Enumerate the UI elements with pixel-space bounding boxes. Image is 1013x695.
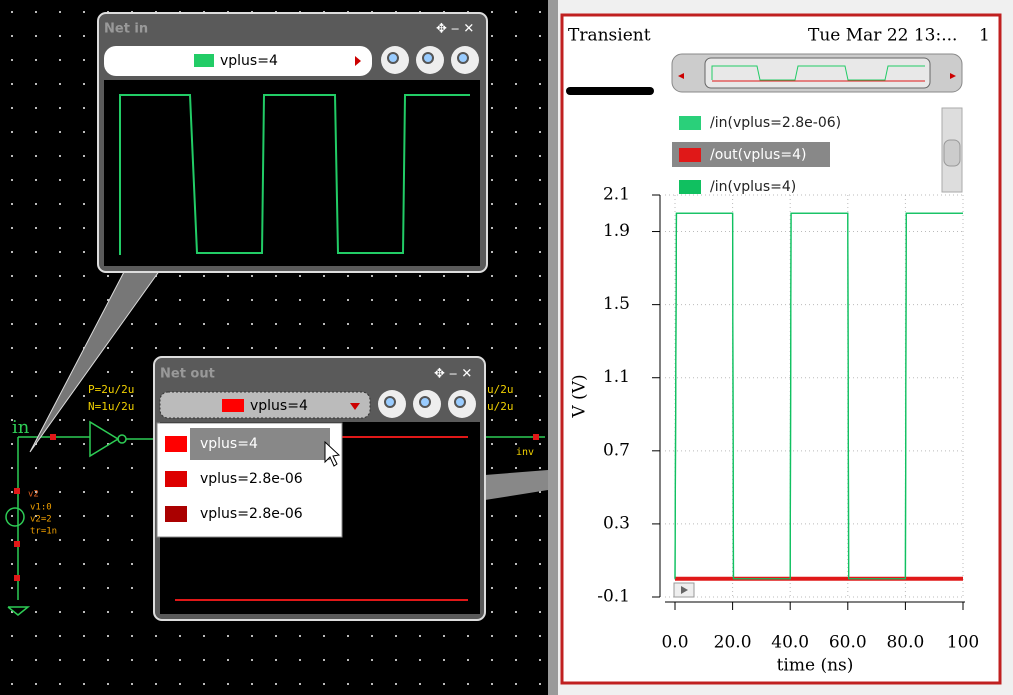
y-tick-label: 2.1 [603,185,630,205]
menu-swatch [165,471,187,487]
wires [5,420,545,616]
menu-item[interactable]: vplus=2.8e-06 [200,506,303,522]
source-param: v2=2 [30,515,52,525]
mini-plot [104,80,480,266]
arrow [355,56,361,66]
play-icon [681,586,688,594]
menu-swatch [165,436,187,452]
menu-item[interactable]: vplus=2.8e-06 [200,471,303,487]
waveform-frame [560,13,1002,685]
popup-title: Net out [160,367,215,382]
legend-scrollbar[interactable] [941,107,963,193]
y-tick-label: -0.1 [597,587,630,607]
progress-bar [566,87,654,95]
mini-wave [119,94,470,255]
source-param: v1:0 [30,503,52,513]
menu-highlight [190,428,330,460]
legend-swatch [679,116,701,130]
arrow [350,403,360,410]
legend-entry[interactable]: /in(vplus=2.8e-06) [710,115,841,131]
popup-controls[interactable]: ✥ ‒ ✕ [434,367,472,382]
y-axis-label: V (V) [570,374,590,418]
menu-item[interactable]: vplus=4 [200,436,258,452]
menu-swatch [165,506,187,522]
menu-items: vplus=4 vplus=2.8e-06 vplus=2.8e-06 [165,436,303,522]
swatch [194,54,214,67]
legend: /in(vplus=2.8e-06) /out(vplus=4) /in(vplus… [679,115,841,195]
x-tick-label: 20.0 [714,633,752,653]
output-label: inv [516,447,534,458]
splitter[interactable] [548,0,558,695]
x-tick-label: 40.0 [771,633,809,653]
legend-swatch [679,180,701,194]
source-param: tr=1n [30,527,57,537]
pins [14,434,539,581]
overview-slider[interactable] [671,53,963,93]
cursor [324,440,341,467]
legend-entry[interactable]: /out(vplus=4) [710,147,806,163]
dropdown-text: vplus=4 [250,398,308,414]
x-tick-label: 60.0 [829,633,867,653]
x-tick-label: 0.0 [661,633,688,653]
zoom-buttons[interactable] [378,390,476,418]
y-tick-label: 0.7 [603,440,630,460]
page-number: 1 [979,26,990,46]
popup-title: Net in [104,22,148,37]
y-tick-label: 1.9 [603,221,630,241]
window-title: Transient [568,26,651,46]
legend-swatch [679,148,701,162]
nmos-size: u/2u [487,400,514,413]
pmos-size: P=2u/2u [88,383,134,396]
popup-controls[interactable]: ✥ ‒ ✕ [436,22,474,37]
x-tick-label: 80.0 [886,633,924,653]
y-tick-label: 1.5 [603,294,630,314]
window-date: Tue Mar 22 13:... [808,26,957,46]
swatch [222,399,244,412]
x-tick-label: 100 [947,633,979,653]
plot: -0.1 0.3 0.7 1.1 1.5 1.9 2.1 0.0 20.0 40.0 60.0 80.… [570,185,980,676]
dropdown-text: vplus=4 [220,53,278,69]
dropdown[interactable] [159,391,371,419]
callout [485,470,548,500]
zoom-buttons[interactable] [381,46,479,74]
pmos-size: u/2u [487,383,514,396]
series-line [674,212,963,580]
nmos-size: N=1u/2u [88,400,134,413]
x-axis-label: time (ns) [777,656,854,676]
dropdown[interactable] [104,46,372,76]
source-name: v2 [28,490,39,500]
legend-entry[interactable]: /in(vplus=4) [710,179,796,195]
net-label[interactable]: in [12,417,30,438]
y-tick-label: 1.1 [603,367,630,387]
y-tick-label: 0.3 [603,513,630,533]
